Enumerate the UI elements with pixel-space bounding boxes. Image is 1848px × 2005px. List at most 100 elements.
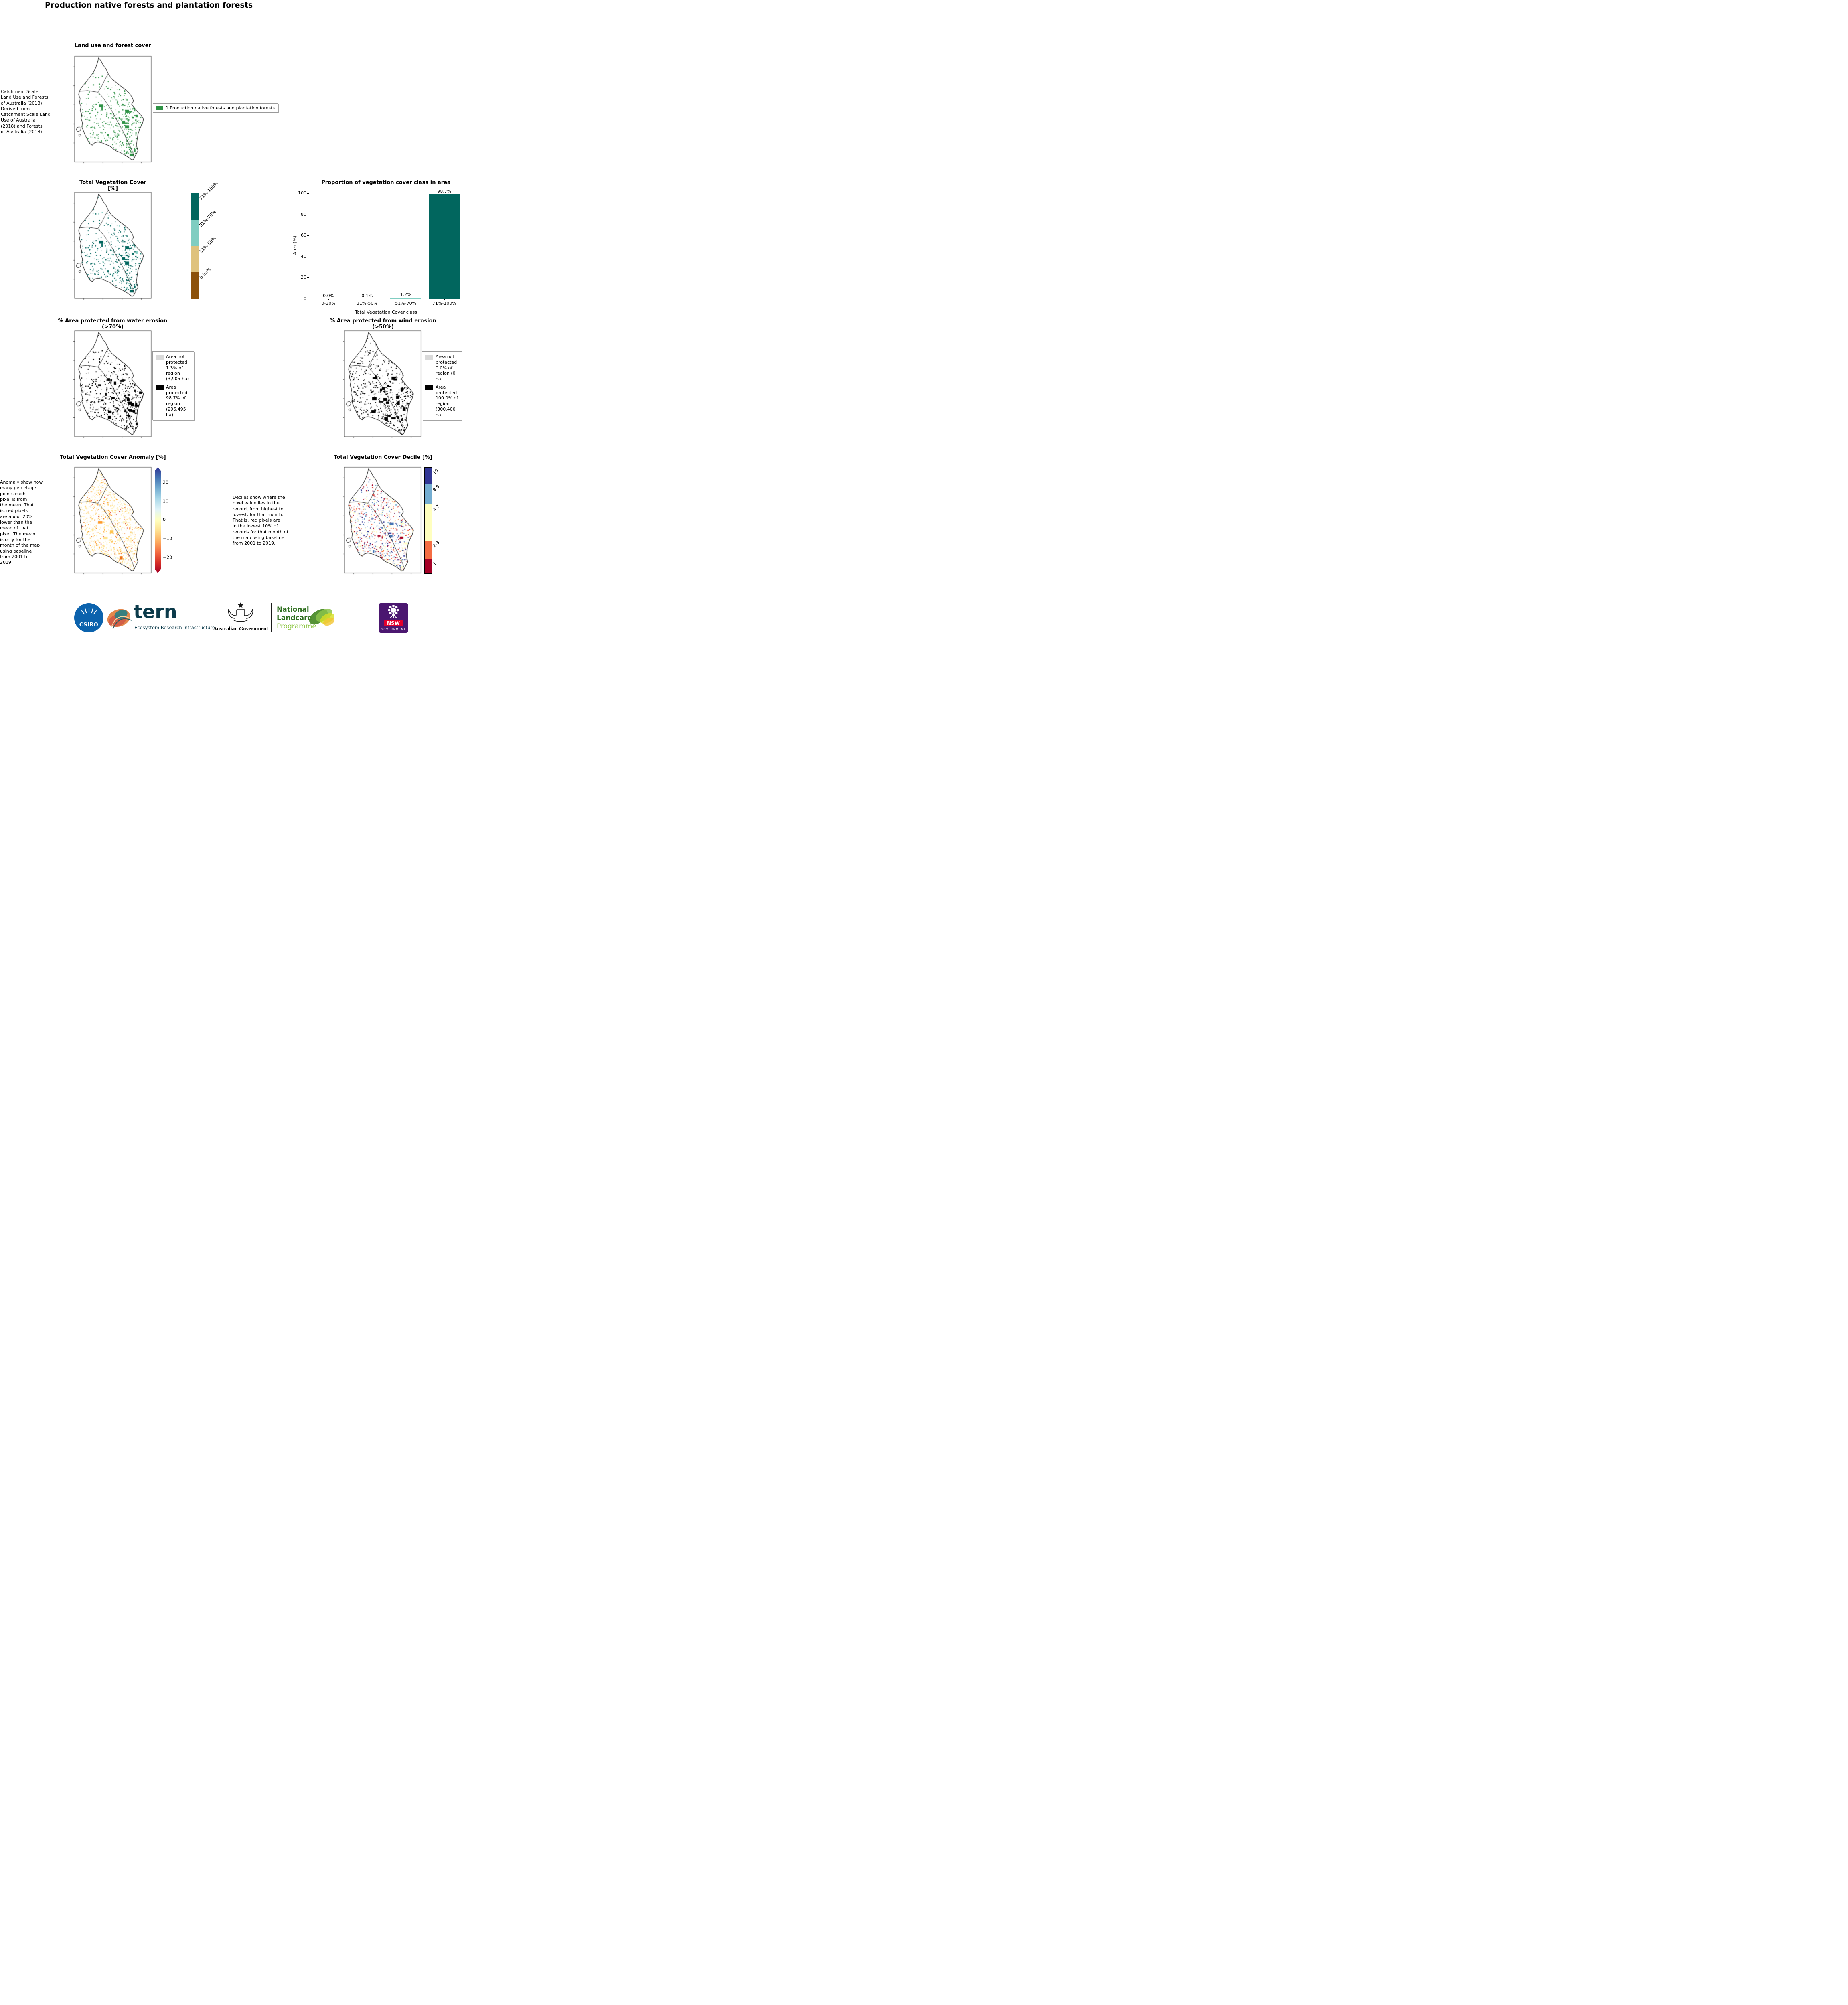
landuse-legend: 1 Production native forests and plantati… <box>153 103 279 113</box>
colorbar-segment <box>191 272 199 299</box>
tern-wordmark: tern <box>134 601 177 622</box>
australian-government-label: Australian Government <box>213 626 268 632</box>
anomaly-title: Total Vegetation Cover Anomaly [%] <box>60 454 166 460</box>
colorbar-segment <box>191 246 199 273</box>
water-legend-entry: Area not protected 1.3% of region (3,905… <box>156 354 191 382</box>
barchart-value-label: 98.7% <box>437 189 452 194</box>
water-title: % Area protected from water erosion (>70… <box>58 318 168 330</box>
colorbar-class-label: 1 <box>432 561 438 567</box>
tern-subtitle: Ecosystem Research Infrastructure <box>134 625 215 630</box>
csiro-wordmark: CSIRO <box>79 622 99 628</box>
anomaly-colorbar-tick-label: 0 <box>163 517 166 523</box>
anomaly-colorbar-tick-label: 10 <box>163 498 168 504</box>
barchart-xtick-label: 31%-50% <box>356 301 378 306</box>
barchart-ytick-label: 80 <box>301 211 306 217</box>
barchart-value-label: 0.1% <box>361 293 373 298</box>
barchart-xtick-label: 71%-100% <box>432 301 456 306</box>
anomaly-colorbar: 20 10 0 −10 −20 <box>155 467 172 573</box>
vegcover-title: Total Vegetation Cover [%] <box>79 180 146 192</box>
landuse-map <box>71 55 154 166</box>
landuse-title: Land use and forest cover <box>75 43 151 49</box>
water-legend-entry: Area protected 98.7% of region (296,495 … <box>156 385 191 418</box>
water-notprotected-label: Area not protected 1.3% of region (3,905… <box>166 354 189 381</box>
barchart-xtick-label: 0-30% <box>321 301 336 306</box>
barchart-value-label: 1.2% <box>400 292 411 297</box>
waratah-icon <box>388 605 399 618</box>
anomaly-colorbar-tick-label: −20 <box>163 555 172 560</box>
landuse-legend-swatch <box>156 106 163 110</box>
anomaly-colorbar-gradient <box>155 467 161 573</box>
water-erosion-map <box>71 329 154 440</box>
water-legend: Area not protected 1.3% of region (3,905… <box>152 351 194 421</box>
nsw-government-logo: NSW GOVERNMENT <box>379 603 408 633</box>
decile-map <box>341 466 424 577</box>
colorbar-class-label: 31%-50% <box>198 235 217 254</box>
colorbar-class-label: 51%-70% <box>198 209 217 228</box>
barchart-title: Proportion of vegetation cover class in … <box>321 180 451 186</box>
barchart-ytick-label: 100 <box>298 190 306 196</box>
colorbar-segment <box>425 504 432 541</box>
australian-coat-of-arms-icon <box>228 602 253 622</box>
colorbar-segment <box>425 541 432 559</box>
wind-legend-entry: Area not protected 0.0% of region (0 ha) <box>425 354 460 382</box>
barchart-xtick-mark <box>328 299 329 300</box>
barchart-ytick-label: 0 <box>304 296 306 301</box>
landcare-divider <box>271 603 272 632</box>
wind-notprotected-swatch <box>425 355 433 360</box>
colorbar-class-label: 10 <box>432 468 440 476</box>
landcare-line3: Programme <box>277 622 316 630</box>
vegcover-colorbar: 71%-100% 51%-70% 31%-50% 0-30% <box>191 181 219 299</box>
colorbar-class-label: 71%-100% <box>198 180 219 202</box>
colorbar-segment <box>425 484 432 505</box>
barchart-ytick-label: 60 <box>301 233 306 238</box>
tern-art-icon <box>107 609 132 629</box>
barchart-ytick-mark <box>307 277 309 278</box>
vegcover-map <box>71 191 154 302</box>
wind-notprotected-label: Area not protected 0.0% of region (0 ha) <box>436 354 457 381</box>
barchart-ytick-mark <box>307 193 309 194</box>
water-notprotected-swatch <box>156 355 164 360</box>
page-title: Production native forests and plantation… <box>45 1 253 10</box>
nsw-acronym: NSW <box>384 620 403 627</box>
colorbar-class-label: 4-7 <box>432 504 441 513</box>
barchart-ytick-mark <box>307 235 309 236</box>
wind-erosion-map <box>341 329 424 440</box>
colorbar-segment <box>425 559 432 573</box>
wind-protected-swatch <box>425 385 433 390</box>
barchart-value-label: 0.0% <box>323 293 334 298</box>
barchart-ytick-label: 20 <box>301 275 306 280</box>
barchart-xtick-label: 51%-70% <box>395 301 417 306</box>
barchart-ytick-label: 40 <box>301 253 306 259</box>
wind-legend: Area not protected 0.0% of region (0 ha)… <box>422 351 462 421</box>
decile-colorbar: 10 8-9 4-7 2-3 1 <box>424 467 440 574</box>
colorbar-segment <box>191 193 199 220</box>
wind-legend-entry: Area protected 100.0% of region (300,400… <box>425 385 460 418</box>
barchart-xtick-mark <box>444 299 445 300</box>
colorbar-class-label: 0-30% <box>198 267 212 281</box>
barchart-bar <box>429 194 460 299</box>
barchart-xlabel: Total Vegetation Cover class <box>355 310 417 315</box>
barchart-bar <box>390 297 421 299</box>
csiro-logo: CSIRO <box>74 603 103 632</box>
landuse-note: Catchment Scale Land Use and Forests of … <box>1 89 51 135</box>
colorbar-class-label: 2-3 <box>432 540 441 549</box>
csiro-sunburst-icon <box>81 607 97 615</box>
anomaly-map <box>71 466 154 577</box>
report-page: Production native forests and plantation… <box>0 0 462 634</box>
colorbar-segment <box>191 219 199 246</box>
wind-protected-label: Area protected 100.0% of region (300,400… <box>436 384 458 417</box>
wind-title: % Area protected from wind erosion (>50%… <box>330 318 436 330</box>
water-protected-swatch <box>156 385 164 390</box>
landcare-line1: National <box>277 606 309 614</box>
landuse-legend-label: 1 Production native forests and plantati… <box>166 105 275 111</box>
vegcover-proportion-barchart: 0 20 40 60 80 100 0-30% 0.0% 31%-50% 0.1% 51%-70% 1… <box>298 189 462 306</box>
anomaly-colorbar-tick-label: −10 <box>163 536 172 541</box>
colorbar-class-label: 8-9 <box>432 484 441 493</box>
anomaly-colorbar-tick-label: 20 <box>163 480 168 485</box>
decile-note: Deciles show where the pixel value lies … <box>233 495 288 546</box>
water-protected-label: Area protected 98.7% of region (296,495 … <box>166 384 188 417</box>
anomaly-note: Anomaly show how many percetage points e… <box>0 480 43 565</box>
nsw-government-label: GOVERNMENT <box>381 628 406 631</box>
decile-title: Total Vegetation Cover Decile [%] <box>334 454 432 460</box>
colorbar-segment <box>425 468 432 485</box>
